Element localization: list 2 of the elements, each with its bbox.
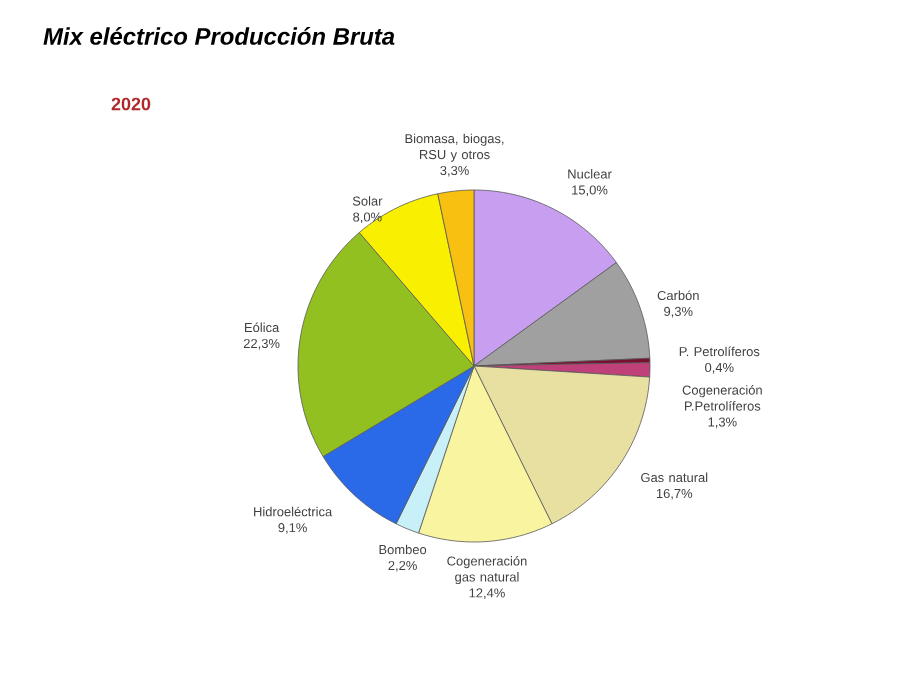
chart-subtitle: 2020 [111,97,151,111]
chart-title: Mix eléctrico Producción Bruta [43,27,395,45]
